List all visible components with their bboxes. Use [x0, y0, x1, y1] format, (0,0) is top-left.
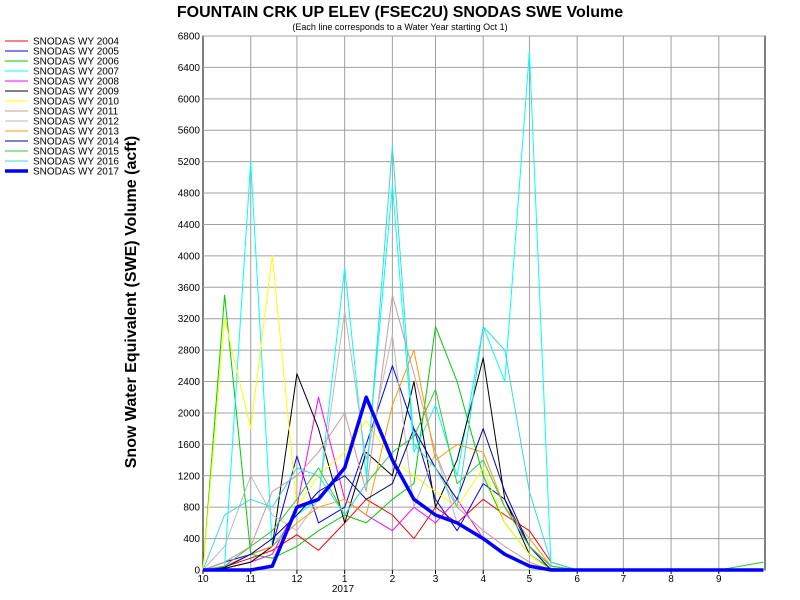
legend-entry: SNODAS WY 2007 — [33, 67, 119, 78]
legend-entry: SNODAS WY 2005 — [33, 47, 119, 58]
series-line-13 — [203, 395, 764, 572]
legend-entry: SNODAS WY 2009 — [33, 87, 119, 98]
legend-entry: SNODAS WY 2017 — [33, 167, 119, 178]
legend-entry: SNODAS WY 2006 — [33, 57, 119, 68]
x-tick-label: 5 — [527, 574, 533, 585]
y-tick-label: 5200 — [178, 157, 201, 168]
chart-title: FOUNTAIN CRK UP ELEV (FSEC2U) SNODAS SWE… — [177, 4, 623, 21]
y-tick-label: 0 — [194, 566, 200, 577]
x-tick-label: 4 — [480, 574, 486, 585]
y-tick-label: 400 — [183, 534, 200, 545]
y-tick-labels: 0 400 800 1200 1600 2000 2400 2800 3200 3600 4000 4… — [178, 32, 201, 577]
legend-entry: SNODAS WY 2010 — [33, 97, 119, 108]
x-tick-label: 8 — [668, 574, 674, 585]
y-tick-label: 4400 — [178, 220, 201, 231]
y-tick-label: 2400 — [178, 377, 201, 388]
gridlines — [202, 35, 766, 574]
x-tick-label: 3 — [433, 574, 439, 585]
x-tick-label: 1 — [342, 574, 348, 585]
y-tick-label: 2000 — [178, 408, 201, 419]
legend-entry: SNODAS WY 2004 — [33, 37, 119, 48]
plot-area — [202, 51, 764, 572]
x-tick-label: 11 — [246, 574, 257, 585]
y-tick-label: 4800 — [178, 189, 201, 200]
legend-entry: SNODAS WY 2011 — [33, 107, 119, 118]
legend-entry: SNODAS WY 2013 — [33, 127, 119, 138]
x-tick-labels: 10 11 12 1 2 3 4 5 6 7 8 9 — [197, 574, 722, 585]
chart-subtitle: (Each line corresponds to a Water Year s… — [292, 22, 507, 32]
x-tick-label: 12 — [291, 574, 303, 585]
legend-entry: SNODAS WY 2014 — [33, 137, 119, 148]
y-tick-label: 800 — [183, 503, 200, 514]
y-tick-label: 3200 — [178, 314, 201, 325]
y-tick-label: 6400 — [178, 63, 201, 74]
legend-entry: SNODAS WY 2008 — [33, 77, 119, 88]
x-tick-label: 9 — [716, 574, 722, 585]
y-tick-label: 4000 — [178, 251, 201, 262]
legend-entry: SNODAS WY 2012 — [33, 117, 119, 128]
legend-entry: SNODAS WY 2015 — [33, 147, 119, 158]
y-tick-label: 6000 — [178, 94, 201, 105]
y-tick-label: 1600 — [178, 440, 201, 451]
y-tick-label: 2800 — [178, 346, 201, 357]
x-tick-label: 6 — [574, 574, 580, 585]
y-tick-label: 1200 — [178, 471, 201, 482]
y-tick-label: 3600 — [178, 283, 201, 294]
x-tick-label: 10 — [197, 574, 209, 585]
x-tick-label: 2 — [390, 574, 396, 585]
x-tick-label: 7 — [621, 574, 627, 585]
x-year-label: 2017 — [332, 584, 355, 595]
y-tick-label: 5600 — [178, 126, 201, 137]
legend-entry: SNODAS WY 2016 — [33, 157, 119, 168]
y-axis-label: Snow Water Equivalent (SWE) Volume (acft… — [123, 136, 140, 468]
y-tick-label: 6800 — [178, 32, 201, 43]
